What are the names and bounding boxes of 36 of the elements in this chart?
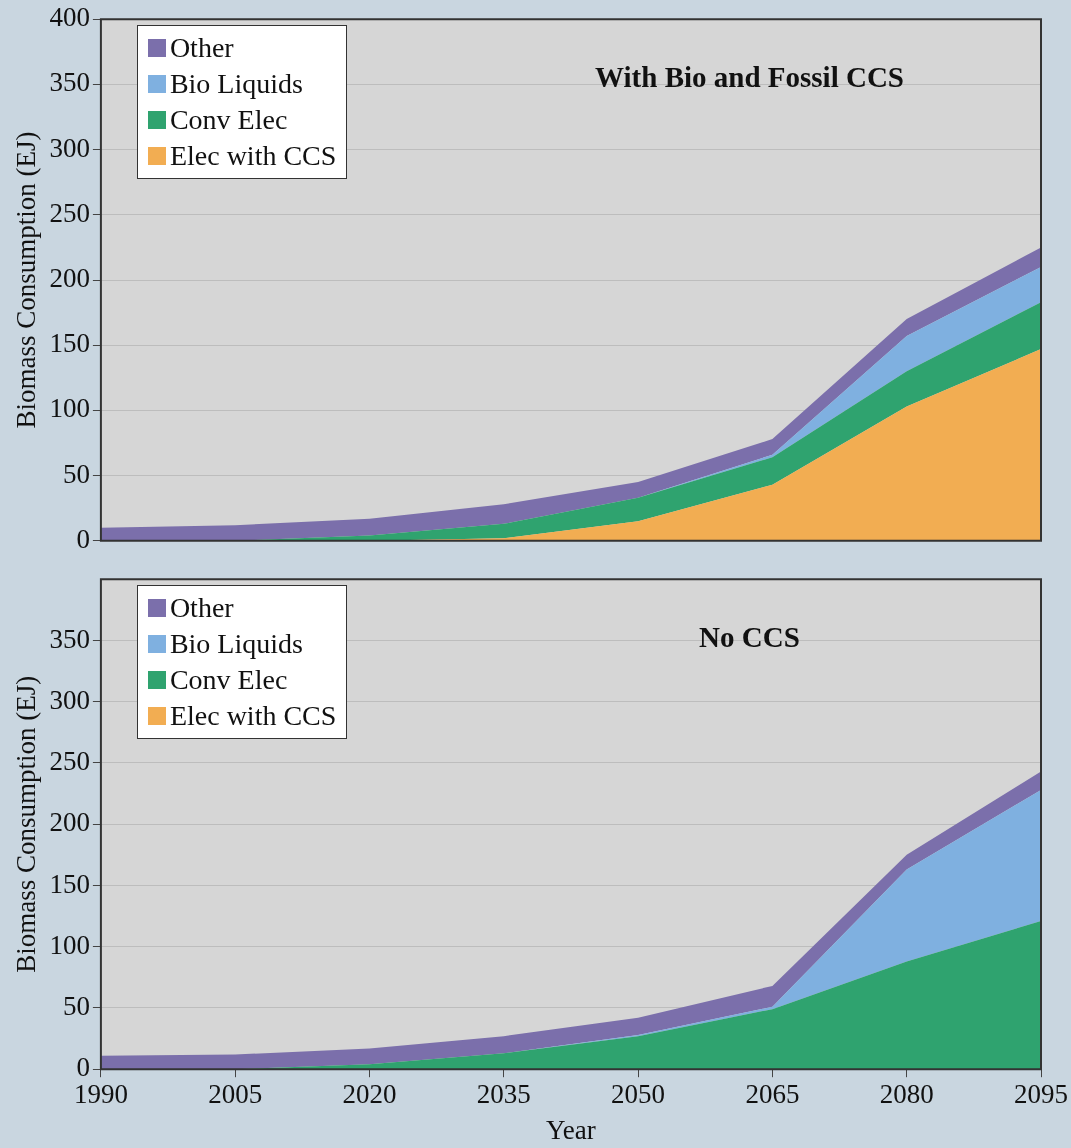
legend-label: Conv Elec [169, 103, 288, 138]
x-tick-label: 2020 [342, 1079, 397, 1110]
y-tick-label: 150 [49, 328, 90, 359]
legend-label: Elec with CCS [169, 139, 337, 174]
x-tick-label: 2050 [611, 1079, 666, 1110]
x-tick-label: 2005 [208, 1079, 263, 1110]
y-axis-title: Biomass Consumption (EJ) [11, 675, 42, 973]
x-tick-label: 2095 [1014, 1079, 1068, 1110]
legend-label: Bio Liquids [169, 627, 303, 662]
y-tick-label: 250 [49, 746, 90, 777]
y-tick-label: 200 [49, 263, 90, 294]
y-tick-label: 150 [49, 868, 90, 899]
legend-label: Conv Elec [169, 663, 288, 698]
y-tick-label: 200 [49, 807, 90, 838]
x-axis-title: Year [546, 1114, 596, 1145]
y-tick-label: 0 [76, 523, 90, 554]
y-tick-label: 400 [49, 2, 90, 33]
y-tick-label: 50 [62, 991, 90, 1022]
legend-label: Other [169, 591, 234, 626]
legend-label: Other [169, 31, 234, 66]
y-tick-label: 100 [49, 393, 90, 424]
legend-label: Bio Liquids [169, 67, 303, 102]
legend-label: Elec with CCS [169, 699, 337, 734]
y-tick-label: 250 [49, 197, 90, 228]
y-axis-title: Biomass Consumption (EJ) [11, 131, 42, 429]
y-tick-label: 300 [49, 132, 90, 163]
y-tick-label: 100 [49, 929, 90, 960]
x-tick-label: 2065 [745, 1079, 800, 1110]
y-tick-label: 50 [62, 458, 90, 489]
y-tick-label: 350 [49, 67, 90, 98]
y-tick-label: 350 [49, 623, 90, 654]
annotation: No CCS [699, 621, 800, 655]
x-tick-label: 2080 [879, 1079, 934, 1110]
annotation: With Bio and Fossil CCS [595, 61, 904, 95]
y-tick-label: 300 [49, 684, 90, 715]
x-tick-label: 2035 [476, 1079, 531, 1110]
